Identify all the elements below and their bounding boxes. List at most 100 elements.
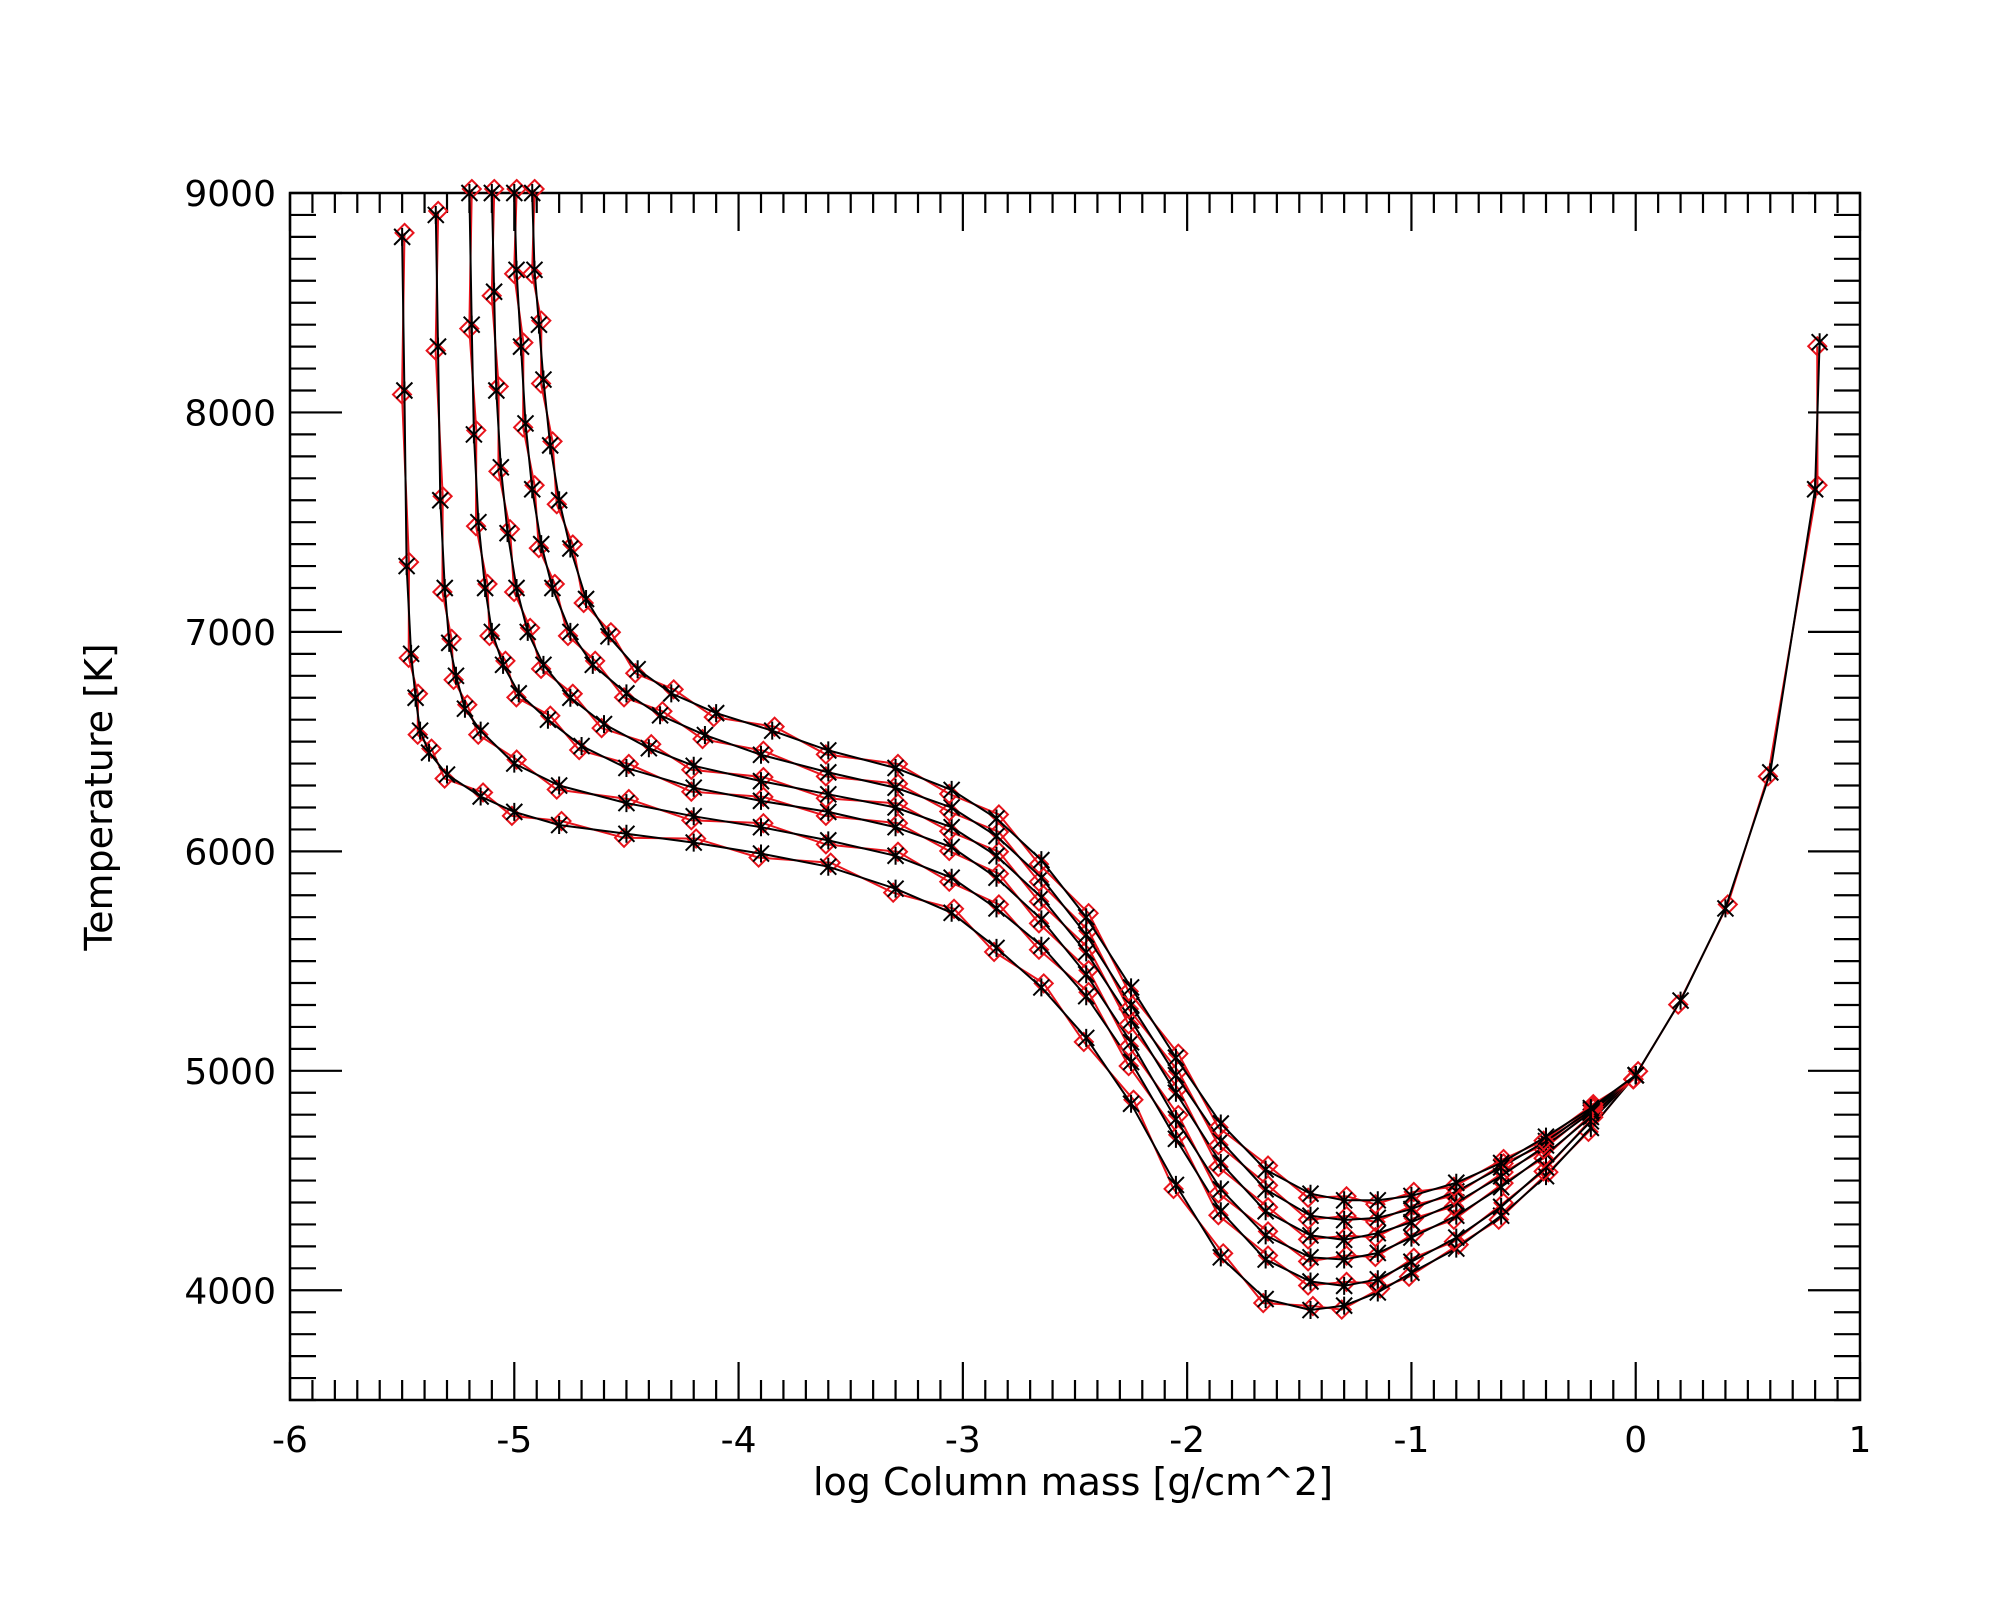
y-tick-label: 9000 — [184, 174, 276, 215]
asterisk-marker — [395, 381, 414, 400]
asterisk-marker — [539, 710, 557, 729]
diamond-marker — [407, 724, 429, 746]
asterisk-marker — [1301, 1226, 1320, 1245]
asterisk-marker — [420, 743, 438, 762]
asterisk-marker — [1212, 1114, 1230, 1133]
asterisk-marker — [1716, 899, 1735, 918]
plot-frame — [288, 191, 1862, 1402]
diamond-marker — [434, 768, 456, 789]
asterisk-marker — [530, 315, 548, 334]
diamond-marker — [488, 460, 509, 482]
asterisk-marker — [942, 780, 961, 799]
diamond-marker — [398, 647, 420, 669]
asterisk-marker — [1301, 1206, 1320, 1225]
diamond-marker — [1207, 1134, 1229, 1156]
asterisk-marker — [460, 184, 479, 202]
asterisk-marker — [685, 807, 703, 826]
asterisk-marker — [987, 938, 1006, 957]
y-tick-label: 5000 — [184, 1052, 276, 1093]
series-4 — [481, 178, 1645, 1250]
x-tick-label: -2 — [1169, 1420, 1205, 1461]
asterisk-marker — [819, 857, 837, 876]
asterisk-marker — [427, 205, 445, 224]
asterisk-marker — [469, 513, 488, 532]
diamond-marker — [530, 373, 552, 394]
diamond-marker — [1443, 1185, 1465, 1206]
asterisk-marker — [572, 737, 591, 756]
asterisk-marker — [519, 622, 537, 641]
asterisk-marker — [1582, 1099, 1600, 1118]
y-tick-label: 4000 — [184, 1271, 276, 1312]
series-line-red — [513, 188, 1634, 1223]
diamond-marker — [1073, 1031, 1095, 1053]
asterisk-marker — [752, 818, 770, 837]
series-line-red — [434, 210, 1634, 1287]
diamond-marker — [1398, 1266, 1420, 1288]
asterisk-marker — [617, 758, 636, 777]
diamond-marker — [467, 724, 489, 746]
data-series — [391, 178, 1829, 1321]
asterisk-marker — [886, 879, 905, 898]
asterisk-marker — [483, 622, 501, 641]
diamond-marker — [1667, 994, 1689, 1016]
asterisk-marker — [886, 846, 905, 865]
asterisk-marker — [456, 699, 474, 718]
series-line-red — [531, 188, 1634, 1206]
diamond-marker — [546, 493, 568, 515]
asterisk-marker — [1167, 1048, 1185, 1067]
asterisk-marker — [438, 765, 456, 784]
asterisk-marker — [685, 756, 703, 775]
diamond-marker — [938, 801, 960, 822]
diamond-marker — [391, 384, 413, 405]
series-line-black — [434, 214, 1637, 1287]
asterisk-marker — [1032, 978, 1051, 997]
asterisk-marker — [440, 633, 458, 652]
series-line-black — [401, 236, 1821, 1312]
asterisk-marker — [1077, 925, 1095, 944]
asterisk-marker — [462, 315, 481, 334]
asterisk-marker — [1335, 1296, 1353, 1315]
series-6 — [521, 178, 1645, 1215]
asterisk-marker — [1301, 1248, 1320, 1267]
diamond-marker — [1533, 1147, 1555, 1169]
asterisk-marker — [1212, 1180, 1230, 1199]
asterisk-marker — [534, 655, 553, 674]
asterisk-marker — [512, 337, 530, 356]
asterisk-marker — [640, 739, 658, 758]
asterisk-marker — [752, 844, 770, 863]
asterisk-marker — [534, 370, 553, 389]
asterisk-marker — [487, 381, 506, 400]
axis-ticks — [288, 191, 1862, 1402]
asterisk-marker — [819, 831, 837, 850]
asterisk-marker — [617, 824, 636, 843]
diamond-marker — [1533, 1160, 1555, 1182]
diamond-marker — [1163, 1178, 1184, 1200]
x-axis-title: log Column mass [g/cm^2] — [813, 1460, 1333, 1504]
asterisk-marker — [752, 772, 770, 791]
asterisk-marker — [942, 818, 961, 837]
asterisk-marker — [1212, 1248, 1230, 1267]
series-line-black — [490, 192, 1637, 1241]
asterisk-marker — [525, 260, 544, 279]
asterisk-marker — [431, 491, 449, 510]
asterisk-marker — [1032, 910, 1051, 929]
asterisk-marker — [543, 579, 562, 598]
asterisk-marker — [1077, 1028, 1095, 1047]
asterisk-marker — [429, 337, 447, 356]
asterisk-marker — [819, 763, 837, 782]
asterisk-marker — [1212, 1153, 1230, 1172]
asterisk-marker — [1256, 1202, 1275, 1221]
x-tick-label: -5 — [496, 1420, 532, 1461]
diamond-marker — [1207, 1156, 1229, 1178]
asterisk-marker — [1077, 908, 1095, 927]
x-tick-label: -1 — [1393, 1420, 1429, 1461]
asterisk-marker — [1077, 987, 1095, 1006]
asterisk-marker — [987, 868, 1006, 887]
asterisk-marker — [1122, 978, 1140, 997]
asterisk-marker — [617, 794, 636, 813]
asterisk-marker — [532, 535, 550, 554]
asterisk-marker — [561, 688, 580, 707]
asterisk-marker — [1167, 1175, 1185, 1194]
asterisk-marker — [1032, 851, 1051, 870]
diamond-marker — [1118, 1035, 1140, 1057]
